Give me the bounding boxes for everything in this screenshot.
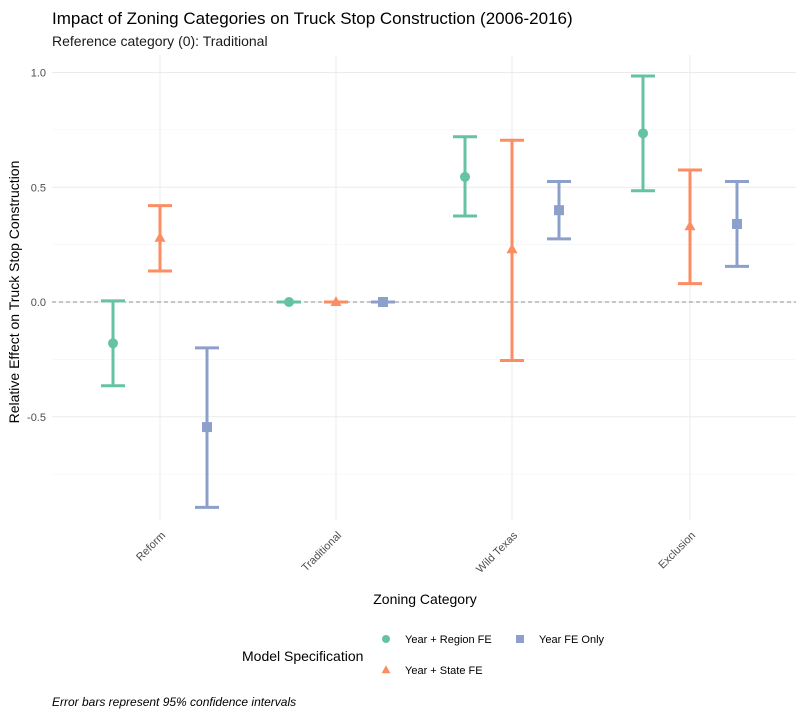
point-marker [154,231,166,242]
legend-label: Year FE Only [539,634,605,646]
gridlines [52,55,796,520]
y-axis-ticks: -0.5 0.0 0.5 1.0 [27,68,46,424]
series-year-region-fe [101,74,655,388]
point-marker [638,128,648,139]
point-marker [516,635,524,643]
series-year-state-fe [148,138,702,363]
point-marker [684,220,696,231]
point-marker [382,635,390,643]
point-marker [460,171,470,182]
point-marker [381,665,391,674]
point-marker [330,296,342,306]
legend-label: Year + Region FE [405,634,492,646]
legend-item: Year + Region FE [382,634,492,646]
x-tick-label: Reform [134,530,168,564]
point-marker [506,243,518,254]
chart-subtitle: Reference category (0): Traditional [52,33,268,49]
series-year-fe-only [195,180,749,509]
x-axis-title: Zoning Category [373,591,477,607]
y-tick-label: 0.0 [31,297,46,309]
plot-marks [101,74,749,509]
point-marker [378,297,388,307]
chart-title: Impact of Zoning Categories on Truck Sto… [52,9,573,28]
y-tick-label: 0.5 [31,182,46,194]
point-marker [284,297,294,307]
point-marker [554,205,564,216]
legend: Model Specification Year + Region FE Year… [242,634,605,677]
x-tick-label: Wild Texas [474,529,520,575]
legend-title: Model Specification [242,648,363,664]
y-tick-label: 1.0 [31,68,46,80]
legend-label: Year + State FE [405,665,483,677]
chart-caption: Error bars represent 95% confidence inte… [52,695,296,709]
legend-item: Year + State FE [381,665,483,677]
point-marker [108,338,118,349]
point-marker [732,218,742,229]
y-axis-title: Relative Effect on Truck Stop Constructi… [6,161,22,424]
x-tick-label: Traditional [300,530,345,575]
x-tick-label: Exclusion [656,530,698,572]
x-axis-ticks: Reform Traditional Wild Texas Exclusion [134,529,698,575]
legend-item: Year FE Only [516,634,605,646]
point-marker [202,422,212,433]
y-tick-label: -0.5 [27,412,46,424]
